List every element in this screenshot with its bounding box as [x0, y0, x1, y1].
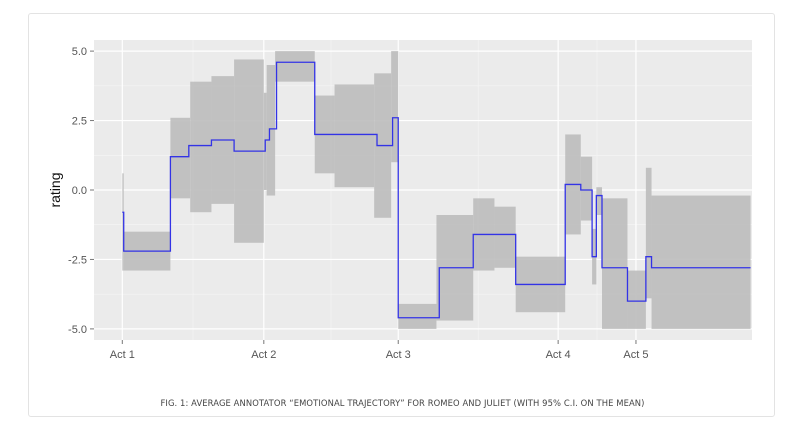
confidence-band-segment [580, 156, 593, 221]
confidence-band-segment [627, 270, 646, 329]
y-tick-label: 5.0 [72, 46, 87, 58]
y-tick-label: 2.5 [72, 116, 87, 128]
confidence-band-segment [334, 84, 375, 188]
confidence-band-segment [596, 187, 603, 215]
confidence-band-segment [494, 206, 516, 268]
x-tick-label: Act 4 [546, 349, 571, 361]
confidence-band-segment [122, 173, 124, 271]
y-tick-label: -2.5 [68, 254, 87, 266]
confidence-band-segment [190, 81, 212, 213]
confidence-band-segment [275, 51, 315, 82]
figure-caption: FIG. 1: AVERAGE ANNOTATOR “EMOTIONAL TRA… [160, 398, 645, 408]
x-tick-label: Act 2 [251, 349, 276, 361]
x-tick-label: Act 1 [110, 349, 135, 361]
confidence-band-segment [651, 195, 751, 329]
confidence-band-segment [645, 167, 652, 299]
confidence-band-segment [391, 51, 399, 163]
confidence-band-segment [266, 65, 276, 196]
y-tick-label: 0.0 [72, 185, 87, 197]
confidence-band-segment [398, 303, 437, 329]
y-axis-label: rating [47, 172, 63, 207]
mean-trajectory-line [122, 61, 751, 319]
x-tick-label: Act 5 [623, 349, 648, 361]
confidence-band-segment [170, 117, 191, 199]
x-tick-label: Act 3 [386, 349, 411, 361]
confidence-band-segment [602, 198, 628, 329]
y-tick-label: -5.0 [68, 324, 87, 336]
